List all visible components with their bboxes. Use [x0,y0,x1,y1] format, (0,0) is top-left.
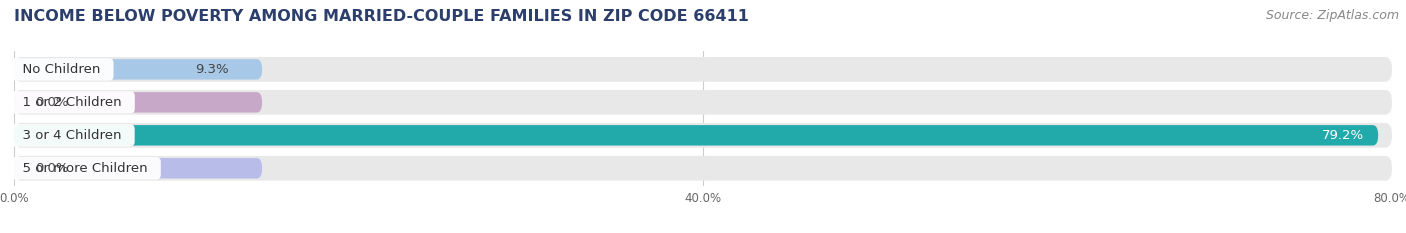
Text: 0.0%: 0.0% [35,162,69,175]
FancyBboxPatch shape [14,92,262,113]
Text: 79.2%: 79.2% [1322,129,1364,142]
FancyBboxPatch shape [14,158,262,178]
Text: 9.3%: 9.3% [195,63,229,76]
FancyBboxPatch shape [14,125,1378,146]
Text: 1 or 2 Children: 1 or 2 Children [14,96,131,109]
FancyBboxPatch shape [14,90,1392,115]
FancyBboxPatch shape [14,57,1392,82]
Text: 3 or 4 Children: 3 or 4 Children [14,129,131,142]
Text: 0.0%: 0.0% [35,96,69,109]
FancyBboxPatch shape [14,156,1392,181]
Text: Source: ZipAtlas.com: Source: ZipAtlas.com [1265,9,1399,22]
Text: INCOME BELOW POVERTY AMONG MARRIED-COUPLE FAMILIES IN ZIP CODE 66411: INCOME BELOW POVERTY AMONG MARRIED-COUPL… [14,9,749,24]
FancyBboxPatch shape [14,59,262,80]
FancyBboxPatch shape [14,123,1392,148]
Text: No Children: No Children [14,63,108,76]
Text: 5 or more Children: 5 or more Children [14,162,156,175]
